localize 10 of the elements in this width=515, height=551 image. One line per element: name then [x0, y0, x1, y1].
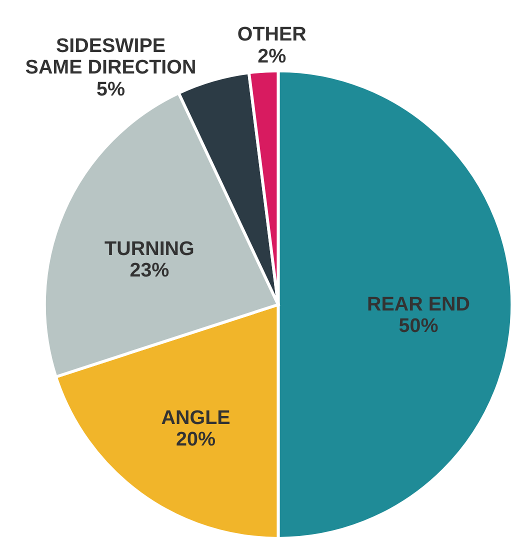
slice-label: OTHER	[237, 24, 306, 46]
slice-label: ANGLE	[161, 407, 230, 430]
slice-label: TURNING	[104, 238, 194, 260]
data-label: 20%	[176, 428, 216, 451]
slice-label: SIDESWIPE SAME DIRECTION	[25, 34, 196, 79]
data-label: 5%	[96, 78, 126, 100]
slice-label: REAR END	[367, 294, 470, 316]
data-label: 50%	[398, 315, 439, 338]
data-label: 23%	[130, 260, 170, 282]
data-label: 2%	[258, 45, 287, 68]
